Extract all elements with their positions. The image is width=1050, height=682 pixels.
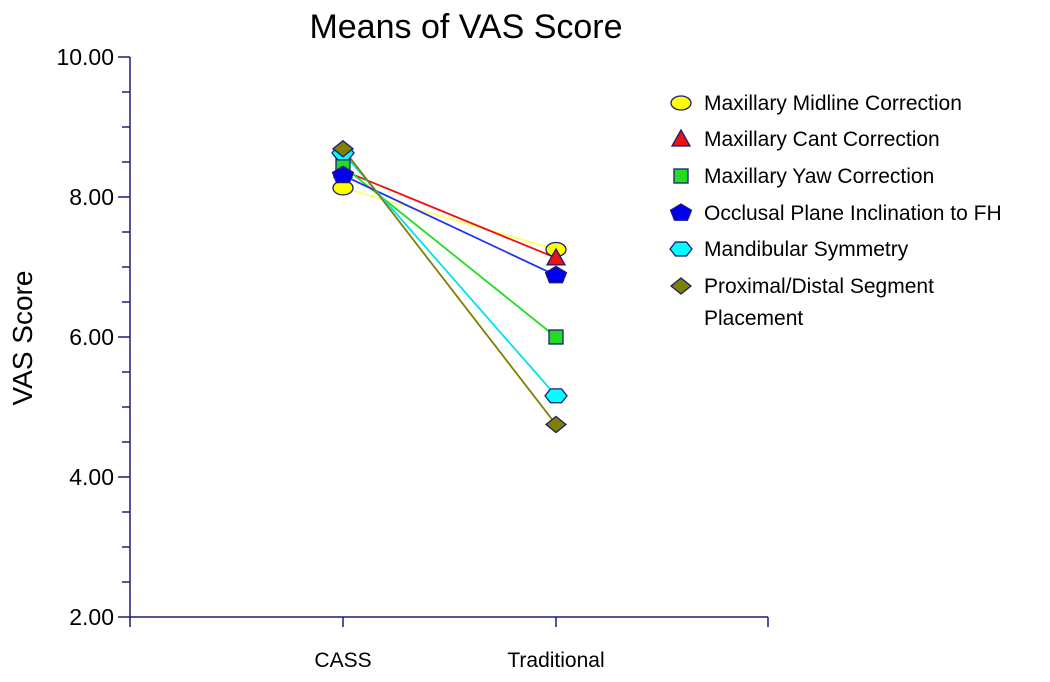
series-line [342, 187, 557, 251]
legend-label: Maxillary Yaw Correction [704, 165, 934, 188]
legend-label: Maxillary Midline Correction [704, 92, 962, 115]
series-line [342, 148, 557, 426]
x-tick-label: CASS [314, 649, 371, 672]
legend-marker [670, 128, 692, 147]
data-point [545, 247, 567, 266]
series-markers [331, 139, 568, 434]
y-tick-label: 6.00 [69, 324, 114, 350]
legend-marker [669, 277, 693, 295]
y-tick-label: 4.00 [69, 464, 114, 490]
axes: 2.00 4.00 6.00 8.00 10.00 CASS Traditional [56, 44, 769, 672]
data-point [544, 415, 568, 434]
data-point [544, 388, 568, 404]
legend-label: Proximal/Distal Segment Placement [704, 275, 934, 330]
legend-label: Occlusal Plane Inclination to FH [704, 202, 1002, 225]
legend-marker [673, 168, 689, 184]
data-point [331, 139, 355, 158]
y-axis-label: VAS Score [7, 271, 38, 406]
chart-title: Means of VAS Score [309, 8, 622, 46]
y-tick-label: 10.00 [56, 44, 114, 70]
data-point [548, 329, 564, 345]
y-tick-label: 2.00 [69, 604, 114, 630]
data-point [544, 265, 568, 284]
series-line [342, 169, 557, 259]
series-line [342, 165, 557, 338]
y-tick-label: 8.00 [69, 184, 114, 210]
legend-marker [669, 241, 693, 257]
data-point [331, 165, 355, 184]
legend-marker [670, 95, 692, 111]
legend: Maxillary Midline Correction Maxillary Ca… [669, 92, 1002, 330]
series-lines [342, 148, 557, 426]
legend-marker [669, 203, 693, 221]
x-tick-label: Traditional [507, 649, 604, 672]
legend-label: Maxillary Cant Correction [704, 128, 940, 151]
legend-label: Mandibular Symmetry [704, 238, 909, 261]
series-line [342, 174, 557, 277]
